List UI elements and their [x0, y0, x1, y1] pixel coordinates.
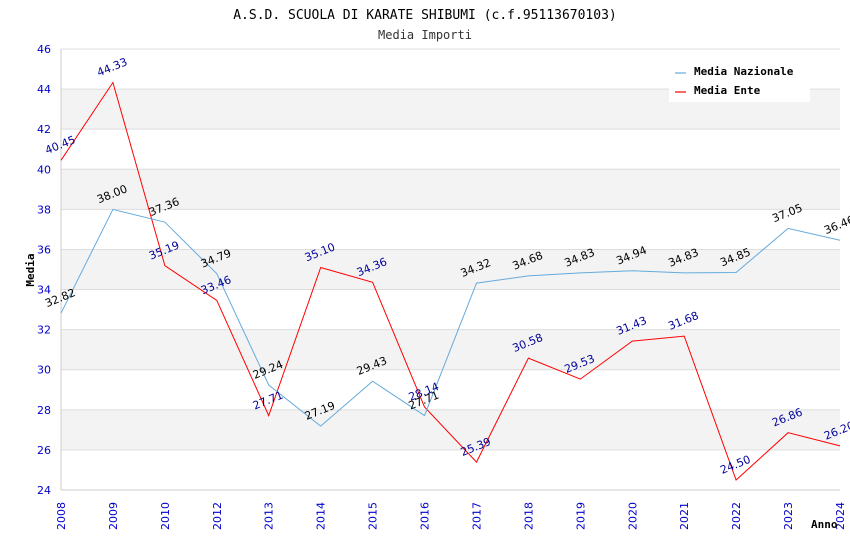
x-tick-labels: 2008 2009 2010 2012 2013 2014 2015 2016 2017 2018… — [55, 502, 847, 530]
grid-band — [61, 169, 840, 210]
x-tick-label: 2010 — [159, 502, 172, 530]
x-tick-label: 2015 — [367, 502, 380, 530]
y-tick-label: 26 — [37, 444, 51, 457]
legend-box — [669, 60, 810, 102]
y-tick-label: 40 — [37, 163, 51, 176]
data-label: 44.33 — [95, 55, 129, 79]
legend-label-media-ente: Media Ente — [694, 84, 761, 97]
x-tick-label: 2014 — [315, 502, 328, 530]
grid-bands — [61, 89, 840, 450]
x-tick-label: 2019 — [574, 502, 587, 530]
series-line-media-ente — [60, 81, 841, 481]
data-label: 40.45 — [43, 133, 77, 157]
grid-band — [61, 409, 840, 450]
grid-lines — [61, 48, 840, 491]
y-tick-label: 36 — [37, 243, 51, 256]
y-tick-label: 24 — [37, 484, 51, 497]
x-tick-label: 2020 — [626, 502, 639, 530]
series-line-media-nazionale — [60, 208, 841, 427]
data-label: 36.46 — [822, 213, 850, 237]
x-tick-label: 2024 — [834, 502, 847, 530]
y-tick-label: 30 — [37, 364, 51, 377]
chart-subtitle: Media Importi — [378, 28, 472, 42]
y-tick-label: 44 — [37, 83, 51, 96]
series-lines — [60, 81, 841, 481]
legend-label-media-nazionale: Media Nazionale — [694, 65, 794, 78]
y-axis-label: Media — [24, 253, 37, 286]
x-tick-label: 2018 — [522, 502, 535, 530]
x-tick-label: 2008 — [55, 502, 68, 530]
x-tick-label: 2017 — [470, 502, 483, 530]
axes — [60, 49, 840, 491]
y-tick-label: 32 — [37, 324, 51, 337]
y-tick-label: 38 — [37, 203, 51, 216]
data-label: 24.50 — [718, 453, 752, 477]
y-tick-label: 34 — [37, 284, 51, 297]
y-tick-label: 46 — [37, 43, 51, 56]
y-tick-label: 28 — [37, 404, 51, 417]
x-tick-label: 2021 — [678, 502, 691, 530]
x-tick-label: 2012 — [211, 502, 224, 530]
x-axis-label: Anno — [811, 518, 838, 531]
y-tick-labels: 24 26 28 30 32 34 36 38 40 42 44 46 — [37, 43, 51, 497]
x-tick-label: 2023 — [782, 502, 795, 530]
x-tick-label: 2022 — [730, 502, 743, 530]
y-tick-label: 42 — [37, 123, 51, 136]
chart-title: A.S.D. SCUOLA DI KARATE SHIBUMI (c.f.951… — [233, 8, 617, 23]
legend: Media Nazionale Media Ente — [669, 60, 810, 102]
x-tick-label: 2009 — [107, 502, 120, 530]
x-tick-label: 2016 — [419, 502, 432, 530]
data-label: 27.71 — [251, 389, 285, 413]
x-tick-label: 2013 — [263, 502, 276, 530]
